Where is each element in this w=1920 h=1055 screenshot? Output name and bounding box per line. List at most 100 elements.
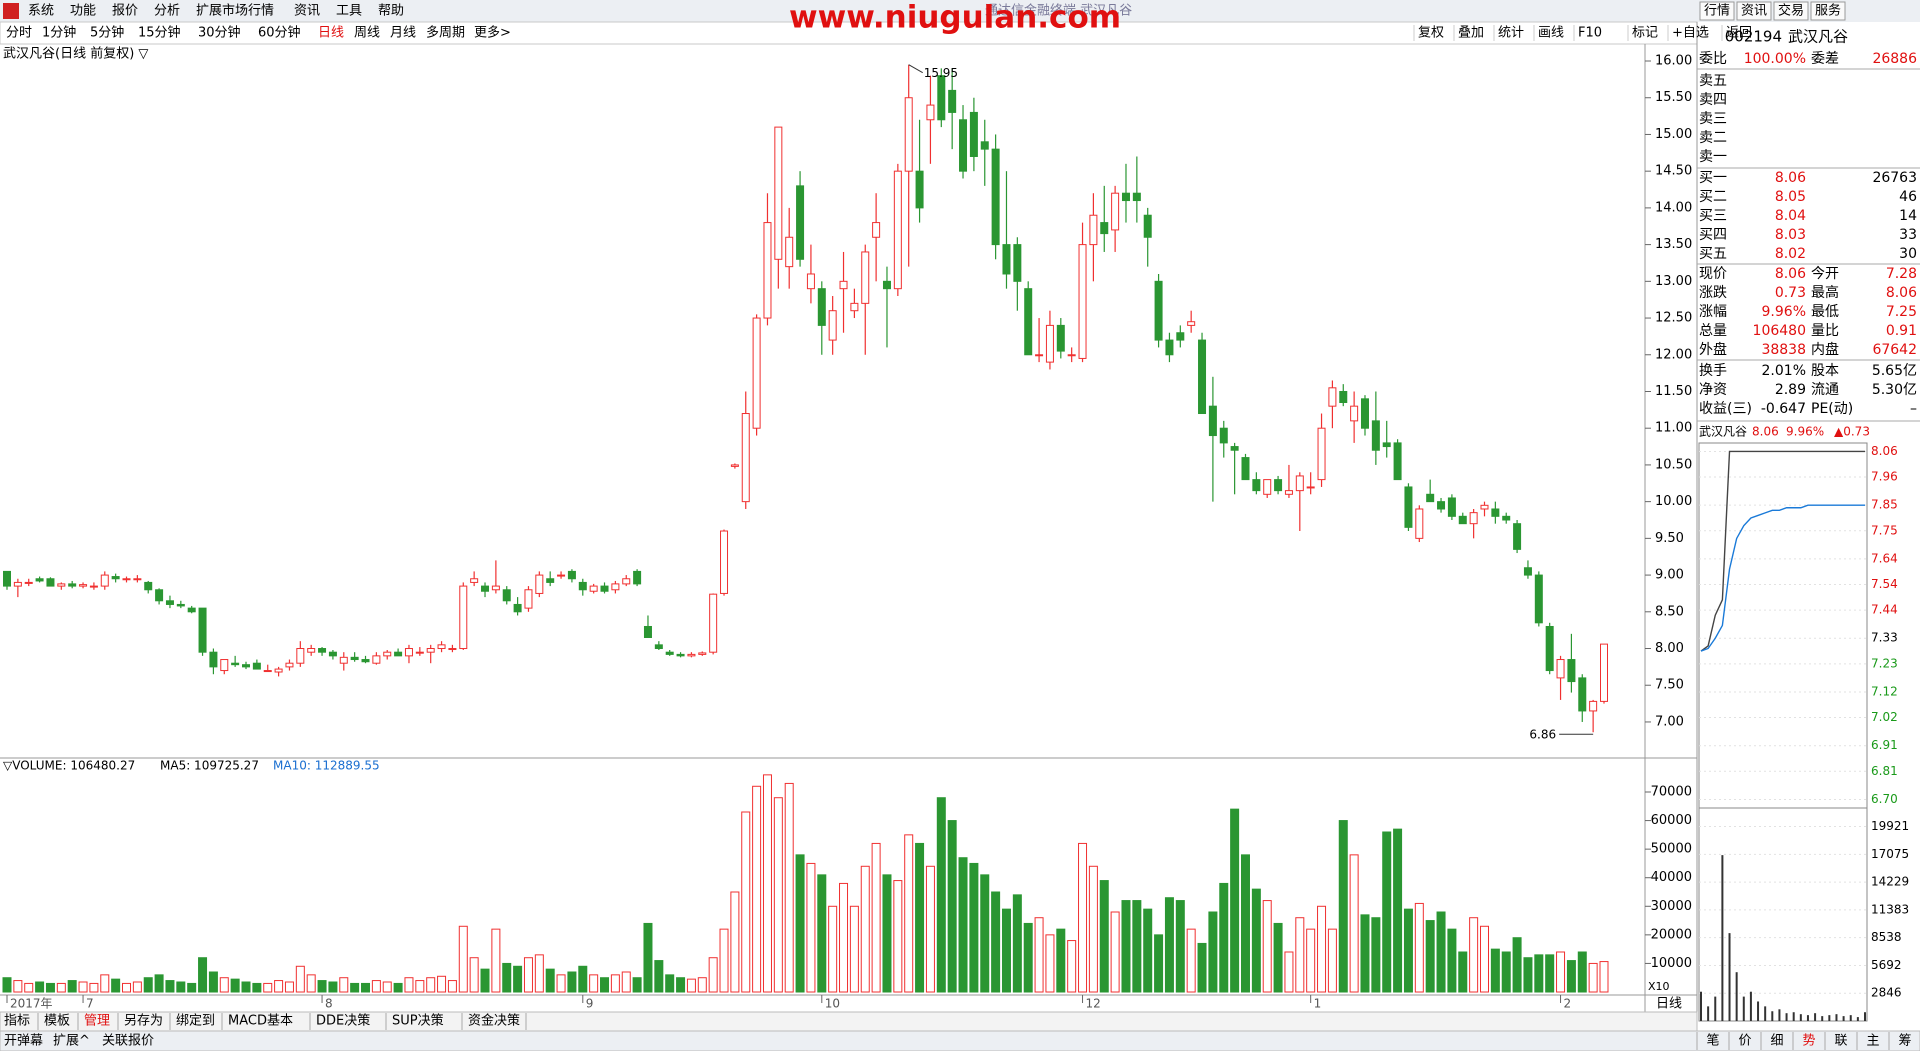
intraday-volume-label: 11383 [1871, 902, 1909, 916]
top-button-label[interactable]: 交易 [1778, 3, 1804, 19]
volume-bar [1023, 922, 1033, 993]
status-item[interactable]: 扩展^ [53, 1034, 90, 1049]
tool-button[interactable]: +自选 [1672, 26, 1709, 41]
chart-tab[interactable]: 绑定到 [176, 1014, 215, 1029]
volume-bar [936, 797, 946, 993]
candle-body [252, 662, 261, 670]
period-tab[interactable]: 月线 [390, 26, 416, 41]
tool-button[interactable]: 叠加 [1458, 26, 1484, 41]
menu-item[interactable]: 资讯 [294, 4, 320, 19]
tool-button[interactable]: 标记 [1632, 26, 1658, 41]
candle-body [350, 656, 359, 661]
top-button[interactable] [1810, 1, 1846, 21]
intraday-tab[interactable]: 势 [1802, 1033, 1815, 1049]
tool-button[interactable]: 返回 [1726, 26, 1752, 41]
period-tab[interactable]: 周线 [354, 26, 380, 41]
chart-tab[interactable]: 另存为 [124, 1014, 163, 1029]
intraday-tab[interactable]: 筹 [1898, 1033, 1911, 1049]
candle-body [578, 581, 587, 591]
volume-bar [1295, 917, 1305, 993]
volume-bar [947, 820, 957, 993]
top-button-label[interactable]: 资讯 [1741, 4, 1767, 19]
chart-tab[interactable]: 资金决策 [468, 1013, 520, 1029]
menu-item[interactable]: 系统 [28, 4, 54, 19]
top-button[interactable] [1736, 1, 1772, 21]
volume-bar [1338, 820, 1348, 993]
intraday-tab[interactable]: 价 [1738, 1034, 1751, 1049]
candle-body [198, 607, 207, 653]
y-tick-label: 11.50 [1655, 384, 1692, 399]
volume-bar [1045, 934, 1055, 993]
intraday-tick-label: 7.33 [1871, 631, 1898, 645]
intraday-tab[interactable]: 细 [1770, 1034, 1783, 1049]
candle-body [220, 659, 229, 672]
x-tick-label: 2 [1564, 997, 1572, 1011]
candle-body [79, 584, 88, 587]
menu-item[interactable]: 工具 [336, 4, 362, 19]
candle-body [361, 659, 370, 663]
tool-button[interactable]: 复权 [1418, 25, 1444, 41]
bid-volume: 30 [1899, 246, 1917, 262]
candle-body [1306, 486, 1315, 489]
quote-value: 67642 [1872, 342, 1917, 358]
candle-body [1263, 479, 1272, 495]
chart-tab[interactable]: 模板 [44, 1014, 70, 1029]
volume-bar [306, 974, 316, 993]
tool-button[interactable]: F10 [1578, 26, 1602, 41]
volume-bar [491, 928, 501, 993]
chart-tab[interactable]: MACD基本 [228, 1014, 293, 1029]
menu-item[interactable]: 帮助 [378, 4, 404, 19]
tool-button[interactable]: 画线 [1538, 26, 1564, 41]
menu-item[interactable]: 功能 [70, 4, 96, 19]
volume-bar [89, 982, 99, 993]
candle-body [1208, 405, 1217, 437]
period-tab[interactable]: 更多> [474, 25, 511, 41]
intraday-tab[interactable]: 笔 [1706, 1033, 1719, 1049]
volume-bar [1534, 954, 1544, 993]
period-tab[interactable]: 5分钟 [90, 25, 124, 41]
intraday-change: ▲0.73 [1834, 425, 1870, 439]
volume-bar [1393, 828, 1403, 993]
intraday-tick-label: 6.91 [1871, 738, 1898, 752]
volume-bar [1577, 951, 1587, 993]
menu-item[interactable]: 报价 [112, 4, 138, 19]
candle-body [535, 574, 544, 594]
menu-item[interactable]: 扩展市场行情 [196, 3, 274, 19]
period-tab[interactable]: 60分钟 [258, 25, 301, 41]
top-button[interactable] [1699, 1, 1735, 21]
candle-body [1295, 475, 1304, 492]
volume-bar [78, 981, 88, 993]
volume-tick-label: 70000 [1651, 785, 1692, 800]
volume-title: ▽VOLUME: 106480.27 [3, 759, 135, 773]
period-tab[interactable]: 15分钟 [138, 25, 181, 41]
period-tab[interactable]: 30分钟 [198, 25, 241, 41]
volume-bar [111, 978, 121, 993]
menu-item[interactable]: 分析 [154, 4, 180, 19]
candle-body [100, 574, 109, 587]
status-item[interactable]: 开弹幕 [4, 1034, 43, 1049]
chart-tab[interactable]: 指标 [4, 1014, 30, 1029]
period-tab[interactable]: 多周期 [426, 25, 465, 41]
chart-tab[interactable]: SUP决策 [392, 1013, 444, 1029]
chart-tab[interactable]: DDE决策 [316, 1013, 370, 1029]
volume-bar [654, 960, 664, 993]
candle-body [904, 97, 913, 172]
period-tab[interactable]: 1分钟 [42, 25, 76, 41]
tool-button[interactable]: 统计 [1498, 26, 1524, 41]
candle-body [1491, 508, 1500, 517]
volume-bar [219, 977, 229, 993]
bid-volume: 14 [1899, 208, 1917, 224]
candle-body [1339, 390, 1348, 403]
top-button-label[interactable]: 服务 [1815, 3, 1841, 19]
top-button[interactable] [1773, 1, 1809, 21]
top-button-label[interactable]: 行情 [1704, 4, 1730, 19]
ask-label: 卖二 [1699, 130, 1727, 146]
intraday-tab[interactable]: 主 [1866, 1034, 1879, 1049]
period-tab[interactable]: 日线 [318, 26, 344, 41]
chart-tab[interactable]: 管理 [84, 1014, 110, 1029]
intraday-tab[interactable]: 联 [1834, 1034, 1847, 1049]
intraday-avg-line [1700, 504, 1865, 652]
status-item[interactable]: 关联报价 [102, 1034, 154, 1049]
period-tab[interactable]: 分时 [6, 26, 32, 41]
candle-body [1328, 387, 1337, 407]
